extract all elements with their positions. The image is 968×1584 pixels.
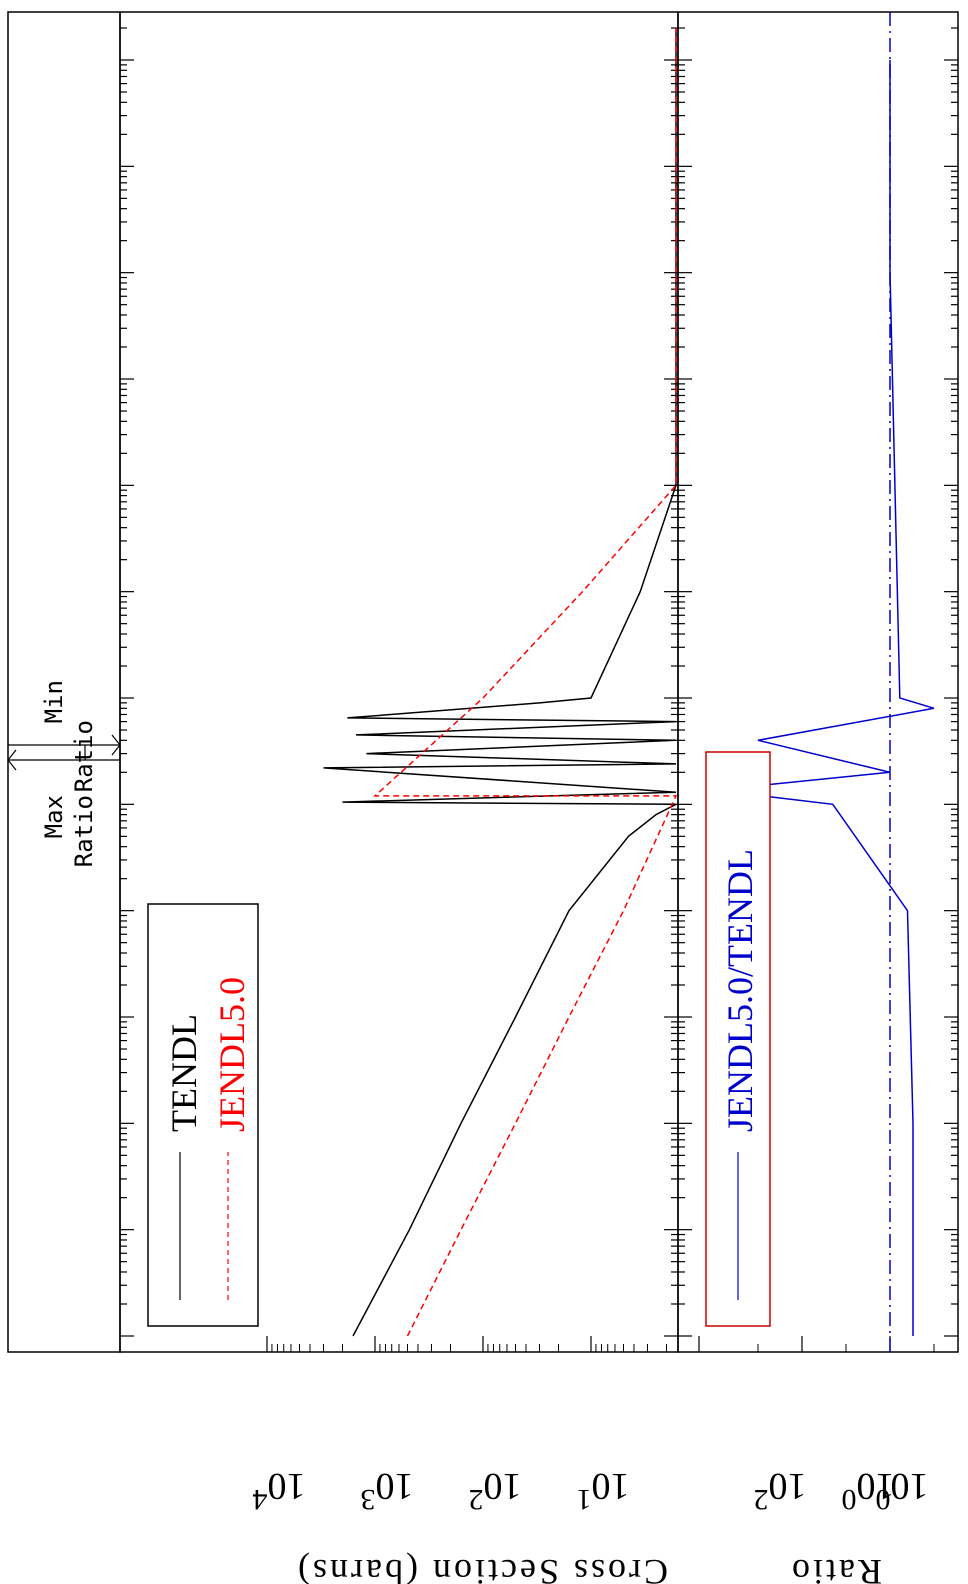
max-ratio-label-2: Ratio xyxy=(70,795,98,867)
cross-section-axis-title: Cross Section (barns) xyxy=(295,1552,668,1584)
cross-section-ticks xyxy=(120,27,700,1352)
legend-label-jendl: JENDL5.0 xyxy=(212,977,252,1132)
y-tick-label-text: 101 xyxy=(577,1465,630,1516)
y-tick-label-text: 104 xyxy=(253,1465,306,1516)
cross-section-legend: TENDL JENDL5.0 xyxy=(147,903,259,1327)
ratio-series xyxy=(756,60,935,1336)
ratio-tick-label: 100 xyxy=(876,1465,929,1516)
min-ratio-label: Min xyxy=(40,680,68,723)
legend-label-tendl: TENDL xyxy=(164,1014,204,1132)
y-tick-label-text: 102 xyxy=(469,1465,522,1516)
cross-section-series-1 xyxy=(373,28,678,1337)
ratio-legend: JENDL5.0/TENDL xyxy=(705,751,771,1327)
y-tick-label: 101 xyxy=(577,1465,630,1516)
ratio-ticks xyxy=(678,27,958,1352)
ratio-series-0 xyxy=(756,60,935,1336)
ratio-axis-title: Ratio xyxy=(789,1552,882,1584)
y-tick-label: 103 xyxy=(361,1465,414,1516)
ratio-tick-label: 102 xyxy=(754,1465,807,1516)
legend-label-ratio: JENDL5.0/TENDL xyxy=(720,849,760,1132)
y-tick-label-text: 103 xyxy=(361,1465,414,1516)
ratio-frame xyxy=(677,11,959,1353)
y-tick-labels: 104 103 102 101 102 100 100 xyxy=(253,1465,929,1516)
cross-section-series xyxy=(323,28,678,1337)
ratio-tick-label-text: 102 xyxy=(754,1465,807,1516)
ratio-tick-label: 100 xyxy=(842,1465,895,1516)
cross-section-panel: TENDL JENDL5.0 xyxy=(119,11,700,1353)
ratio-tick-label-text: 100 xyxy=(842,1465,895,1516)
ratio-panel: JENDL5.0/TENDL xyxy=(677,11,959,1353)
ratio-tick-label-text: 100 xyxy=(876,1465,929,1516)
min-ratio-label-2: Ratio xyxy=(70,720,98,792)
annotation-strip: Max Ratio Min Ratio xyxy=(7,11,121,1353)
max-ratio-label: Max xyxy=(40,795,68,838)
y-tick-label: 104 xyxy=(253,1465,306,1516)
y-tick-label: 102 xyxy=(469,1465,522,1516)
